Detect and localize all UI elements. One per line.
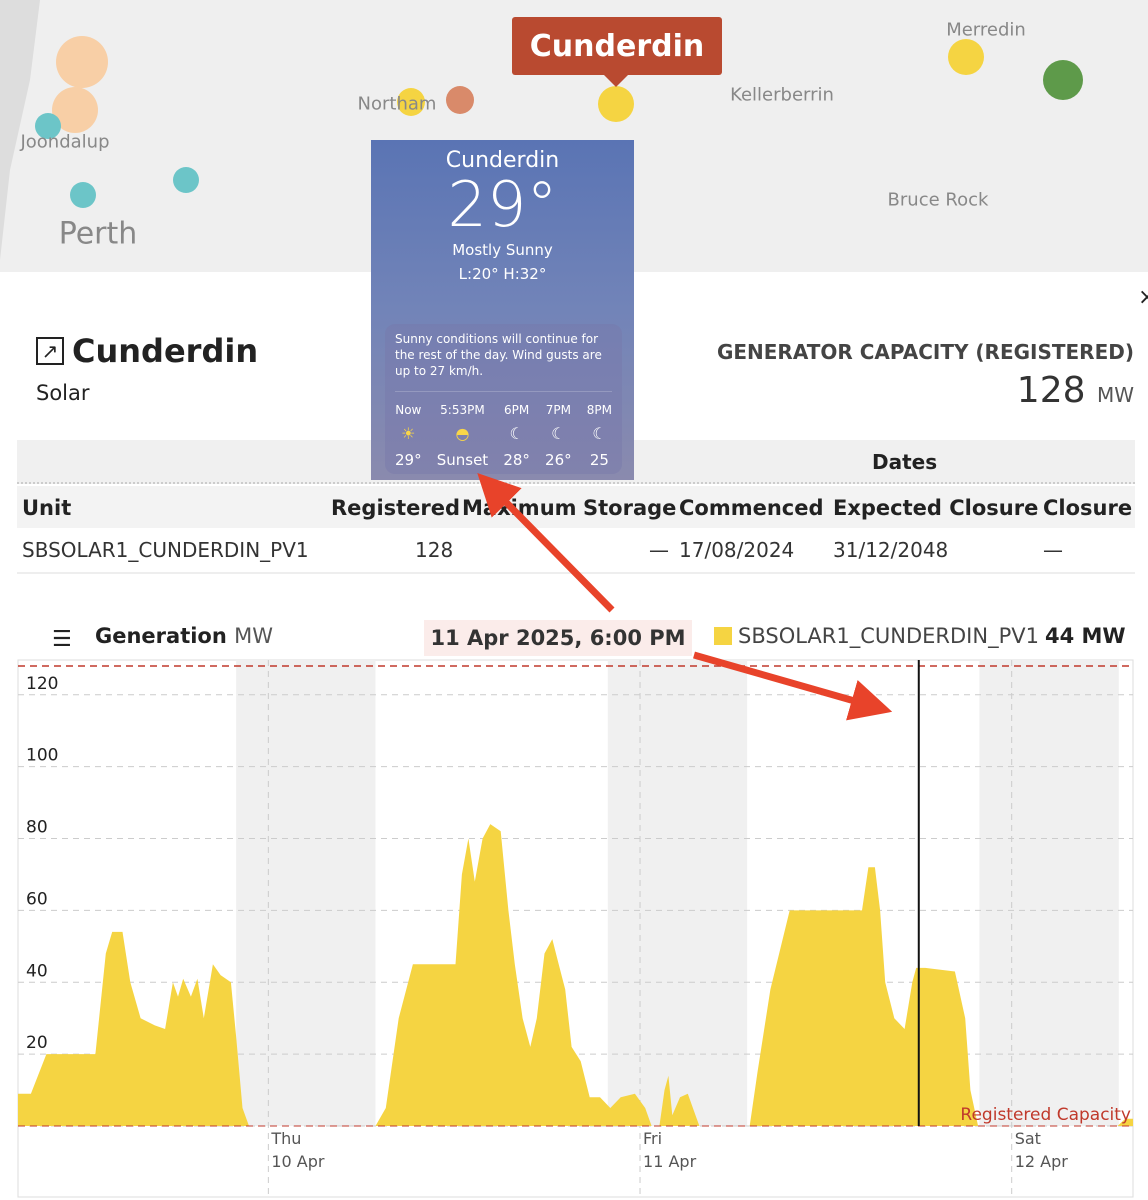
hour-temp: 26° xyxy=(545,451,572,469)
x-tick-date: 10 Apr xyxy=(271,1152,325,1171)
moon-stars-icon: ☾ xyxy=(592,424,607,443)
night-band xyxy=(979,660,1119,1126)
weather-range: L:20° H:32° xyxy=(458,265,547,283)
sun-icon: ☀ xyxy=(401,424,416,443)
hour-temp: 28° xyxy=(503,451,530,469)
map-marker[interactable] xyxy=(1043,60,1083,100)
legend-swatch xyxy=(714,627,732,645)
map-marker[interactable] xyxy=(446,86,474,114)
capacity-label: GENERATOR CAPACITY (REGISTERED) xyxy=(716,340,1134,364)
cell-expected-closure: 31/12/2048 xyxy=(833,538,949,562)
chart-unit: MW xyxy=(234,624,274,648)
hour-time: Now xyxy=(395,403,422,417)
hourly-forecast: Now ☀ 29° 5:53PM ◓ Sunset 6PM ☾ 28° 7PM ☾ 26° 8P… xyxy=(395,391,612,468)
legend-label: SBSOLAR1_CUNDERDIN_PV1 xyxy=(738,624,1039,648)
hamburger-icon[interactable]: ☰ xyxy=(52,627,72,652)
x-tick-day: Sat xyxy=(1015,1129,1041,1148)
capacity-unit: MW xyxy=(1096,383,1134,407)
hour-item: 6PM ☾ 28° xyxy=(503,402,530,468)
y-tick-label: 80 xyxy=(26,818,48,838)
col-unit[interactable]: Unit xyxy=(22,496,72,520)
hour-time: 6PM xyxy=(503,403,530,417)
x-tick-day: Thu xyxy=(270,1129,301,1148)
map-marker[interactable] xyxy=(56,36,108,88)
x-tick-day: Fri xyxy=(643,1129,662,1148)
weather-condition: Mostly Sunny xyxy=(452,241,553,259)
hour-temp: 29° xyxy=(395,451,422,469)
hour-item: 7PM ☾ 26° xyxy=(545,402,572,468)
table-header: Unit Registered Maximum Storage Commence… xyxy=(17,486,1135,528)
hover-date: 11 Apr 2025, 6:00 PM xyxy=(424,620,692,656)
col-storage[interactable]: Storage xyxy=(583,496,677,520)
chart-title-text: Generation xyxy=(95,624,227,648)
place-label: Merredin xyxy=(946,19,1026,41)
place-label: Kellerberrin xyxy=(730,84,834,106)
hour-temp: 25 xyxy=(589,451,609,469)
cell-registered: 128 xyxy=(415,538,454,562)
night-band xyxy=(607,660,748,1126)
weather-city: Cunderdin xyxy=(445,148,560,173)
map-marker[interactable] xyxy=(173,167,199,193)
x-tick-date: 11 Apr xyxy=(643,1152,697,1171)
cell-unit: SBSOLAR1_CUNDERDIN_PV1 xyxy=(22,538,309,562)
col-registered[interactable]: Registered xyxy=(331,496,461,520)
map-marker[interactable] xyxy=(397,88,425,116)
external-link-icon[interactable]: ↗ xyxy=(36,337,64,365)
map-tooltip: Cunderdin xyxy=(512,17,722,87)
cell-closure: — xyxy=(1043,538,1063,562)
x-tick-date: 12 Apr xyxy=(1015,1152,1069,1171)
col-maximum[interactable]: Maximum xyxy=(462,496,577,520)
chart-legend[interactable]: SBSOLAR1_CUNDERDIN_PV1 44 MW xyxy=(714,624,1126,648)
table-row[interactable]: SBSOLAR1_CUNDERDIN_PV1 128 — 17/08/2024 … xyxy=(17,528,1135,574)
map-marker[interactable] xyxy=(52,87,98,133)
place-label: Joondalup xyxy=(20,131,110,153)
night-band xyxy=(236,660,376,1126)
legend-value: 44 MW xyxy=(1044,624,1126,648)
dates-group-label: Dates xyxy=(872,450,938,474)
y-tick-label: 100 xyxy=(26,746,58,766)
map-marker[interactable] xyxy=(948,39,984,75)
hour-time: 5:53PM xyxy=(440,403,485,417)
ocean-coast xyxy=(0,0,40,260)
map-marker[interactable] xyxy=(70,182,96,208)
place-label: Northam xyxy=(357,93,437,115)
capacity-number: 128 xyxy=(1016,370,1086,411)
hour-item: 5:53PM ◓ Sunset xyxy=(437,402,488,468)
map-marker-cunderdin[interactable] xyxy=(598,86,634,122)
place-label: Perth xyxy=(58,216,138,252)
hour-time: 8PM xyxy=(586,403,612,417)
weather-overlay: Cunderdin 29° Mostly Sunny L:20° H:32° S… xyxy=(371,140,634,480)
weather-temp: 29° xyxy=(447,168,558,241)
sunset-icon: ◓ xyxy=(455,424,470,443)
weather-summary: Sunny conditions will continue for the r… xyxy=(395,332,602,378)
hour-item: Now ☀ 29° xyxy=(395,402,422,468)
map-markers xyxy=(0,0,1083,260)
place-label: Bruce Rock xyxy=(887,189,989,211)
fuel-type: Solar xyxy=(36,381,90,405)
weather-forecast-card: Sunny conditions will continue for the r… xyxy=(385,324,622,474)
col-expected-closure[interactable]: Expected Closure xyxy=(833,496,1039,520)
y-tick-label: 20 xyxy=(26,1033,48,1053)
hour-temp: Sunset xyxy=(436,451,489,469)
capacity-line-label: Registered Capacity xyxy=(960,1105,1131,1125)
hour-time: 7PM xyxy=(545,403,571,417)
col-closure[interactable]: Closure xyxy=(1043,496,1133,520)
cell-commenced: 17/08/2024 xyxy=(679,538,795,562)
col-commenced[interactable]: Commenced xyxy=(679,496,824,520)
close-button[interactable]: × xyxy=(1138,285,1148,310)
cell-storage: — xyxy=(649,538,669,562)
y-tick-label: 40 xyxy=(26,961,48,981)
facility-name: Cunderdin xyxy=(72,332,259,370)
series-area xyxy=(18,824,1133,1126)
hour-item: 8PM ☾ 25 xyxy=(587,402,612,468)
moon-stars-icon: ☾ xyxy=(551,424,566,443)
map-marker[interactable] xyxy=(35,113,61,139)
facility-title: ↗ Cunderdin xyxy=(36,332,258,370)
y-tick-label: 120 xyxy=(26,674,58,694)
capacity-value: 128 MW xyxy=(1017,370,1134,411)
y-tick-label: 60 xyxy=(26,889,48,909)
chart-title: Generation MW xyxy=(95,624,273,648)
moon-stars-icon: ☾ xyxy=(509,424,524,443)
